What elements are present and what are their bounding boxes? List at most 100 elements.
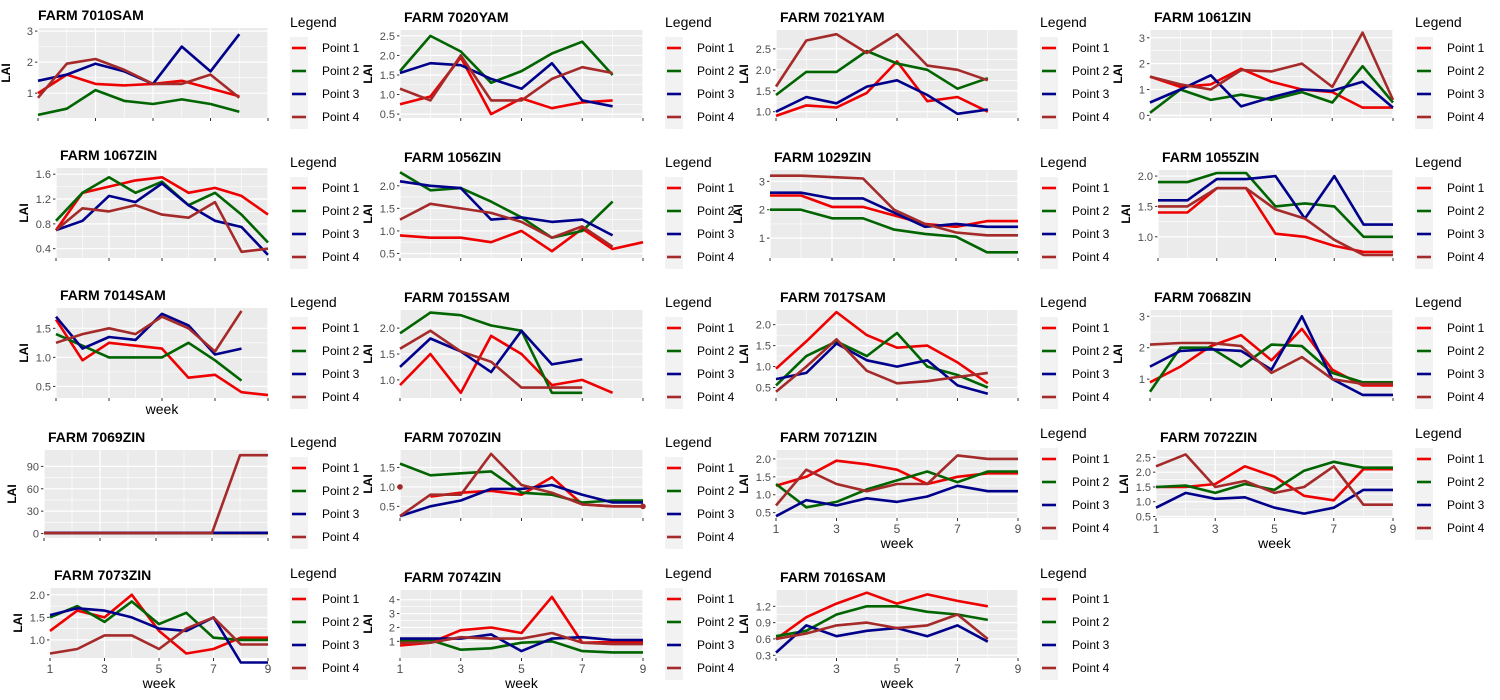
legend-label-point-1: Point 1 [322, 181, 360, 195]
series-line-point-2 [1155, 460, 1393, 495]
y-axis-label: LAI [361, 344, 375, 363]
x-tick-label: 5 [156, 662, 163, 676]
legend-label-point-2: Point 2 [1072, 475, 1110, 489]
series-line-point-4 [399, 329, 583, 389]
chart-title: FARM 7016SAM [780, 569, 886, 585]
y-axis-label: LAI [361, 64, 375, 83]
chart-panel-10: FARM 7015SAM 1.0 1.5 2.0 LAI Legend Point 1 Poi… [361, 289, 735, 409]
y-tick-label: 1.5 [1138, 201, 1153, 213]
legend-title: Legend [290, 434, 337, 450]
series-line-point-2 [770, 208, 1018, 254]
y-tick-label: 1.5 [380, 349, 395, 361]
legend-label-point-2: Point 2 [1447, 64, 1485, 78]
legend-label-point-3: Point 3 [322, 367, 360, 381]
y-tick-label: 2.5 [1136, 452, 1151, 464]
chart-panel-15: FARM 7071ZIN 0.5 1.0 1.5 2.0 1 3 5 7 9 LAI week Lege… [737, 425, 1110, 551]
series-line-point-4 [399, 202, 614, 248]
legend-label-point-1: Point 1 [322, 461, 360, 475]
y-tick-label: 2 [759, 205, 765, 217]
series-line-point-3 [1155, 488, 1393, 515]
legend-label-point-4: Point 4 [1072, 250, 1110, 264]
chart-panel-3: FARM 7021YAM 1.0 1.5 2.0 2.5 LAI Legend Point 1… [737, 9, 1110, 129]
y-axis-label: LAI [0, 63, 13, 82]
legend-label-point-3: Point 3 [1447, 87, 1485, 101]
legend-label-point-3: Point 3 [697, 367, 735, 381]
x-tick-label: 7 [954, 662, 961, 676]
legend-label-point-4: Point 4 [322, 661, 360, 675]
legend-title: Legend [1040, 294, 1087, 310]
legend-label-point-3: Point 3 [1447, 498, 1485, 512]
legend-title: Legend [665, 294, 712, 310]
chart-title: FARM 7015SAM [404, 289, 510, 305]
series-line-point-4 [399, 54, 613, 102]
legend-label-point-2: Point 2 [697, 204, 735, 218]
chart-panel-1: FARM 7010SAM 1 2 3 LAI Legend Point 1 Point 2 Po… [0, 7, 360, 129]
y-tick-label: 0 [1139, 110, 1145, 122]
legend-title: Legend [1040, 565, 1087, 581]
legend: Legend Point 1 Point 2 Point 3 Point 4 [665, 434, 735, 549]
legend: Legend Point 1 Point 2 Point 3 Point 4 [1040, 154, 1110, 269]
series-line-point-4 [55, 310, 243, 353]
x-tick-label: 1 [397, 662, 404, 676]
x-tick-label: 3 [101, 662, 108, 676]
chart-panel-13: FARM 7069ZIN 0 30 60 90 LAI Legend Point 1 Point… [5, 429, 360, 549]
series-line-point-4 [1158, 186, 1393, 257]
chart-panel-5: FARM 1067ZIN 0.4 0.8 1.2 1.6 LAI Legend Point 1… [17, 147, 360, 269]
y-tick-label: 2.0 [756, 320, 771, 332]
legend-label-point-3: Point 3 [322, 227, 360, 241]
legend-title: Legend [290, 154, 337, 170]
legend-label-point-4: Point 4 [1072, 110, 1110, 124]
legend-label-point-4: Point 4 [697, 390, 735, 404]
legend-label-point-4: Point 4 [322, 250, 360, 264]
legend-label-point-2: Point 2 [1072, 64, 1110, 78]
y-tick-label: 1.0 [380, 375, 395, 387]
y-tick-label: 1.2 [756, 601, 771, 613]
y-tick-label: 1.0 [756, 107, 771, 119]
series-line-point-3 [775, 342, 989, 396]
legend-label-point-4: Point 4 [1447, 110, 1485, 124]
legend: Legend Point 1 Point 2 Point 3 Point 4 [665, 154, 735, 269]
series-line-point-3 [400, 633, 643, 653]
series-line-point-3 [55, 182, 269, 256]
x-tick-label: 5 [894, 662, 901, 676]
y-axis-label: LAI [361, 204, 375, 223]
series-line-point-4 [1149, 31, 1395, 101]
y-tick-label: 1.0 [380, 226, 395, 238]
series-line-point-3 [770, 191, 1018, 229]
legend-label-point-1: Point 1 [322, 41, 360, 55]
legend-label-point-2: Point 2 [697, 64, 735, 78]
series-line-point-2 [55, 176, 269, 244]
legend-label-point-2: Point 2 [1072, 344, 1110, 358]
legend-title: Legend [1040, 154, 1087, 170]
x-tick-label: 3 [1212, 522, 1219, 536]
y-tick-label: 1.5 [756, 472, 771, 484]
y-tick-label: 90 [27, 461, 39, 473]
series-line-point-1 [54, 318, 269, 397]
chart-title: FARM 1029ZIN [774, 149, 871, 165]
series-line-point-2 [775, 49, 989, 97]
legend-label-point-3: Point 3 [322, 87, 360, 101]
legend-label-point-2: Point 2 [1072, 204, 1110, 218]
series-line-point-1 [399, 56, 613, 116]
legend-label-point-1: Point 1 [697, 41, 735, 55]
legend-label-point-4: Point 4 [322, 110, 360, 124]
series-line-point-4 [775, 338, 988, 393]
y-axis-label: LAI [731, 204, 745, 223]
chart-title: FARM 7071ZIN [780, 429, 877, 445]
chart-title: FARM 1055ZIN [1162, 149, 1259, 165]
chart-panel-16: FARM 7072ZIN 0.5 1.0 1.5 2.0 2.5 1 3 5 7 9 LAI week L… [1117, 425, 1485, 551]
legend-label-point-4: Point 4 [1072, 521, 1110, 535]
series-line-point-3 [1149, 74, 1394, 109]
legend-title: Legend [290, 14, 337, 30]
x-tick-label: 9 [1015, 662, 1022, 676]
chart-title: FARM 7070ZIN [404, 429, 501, 445]
y-tick-label: 30 [27, 506, 39, 518]
legend-label-point-3: Point 3 [697, 638, 735, 652]
y-axis-label: LAI [1119, 204, 1133, 223]
y-tick-label: 2.0 [30, 590, 45, 602]
chart-panel-9: FARM 7014SAM 0.5 1.0 1.5 LAI week Legend Point … [17, 287, 360, 417]
y-axis-label: LAI [737, 64, 751, 83]
x-axis-label: week [142, 675, 177, 691]
legend: Legend Point 1 Point 2 Point 3 Point 4 [1040, 565, 1110, 680]
legend-label-point-1: Point 1 [1447, 321, 1485, 335]
